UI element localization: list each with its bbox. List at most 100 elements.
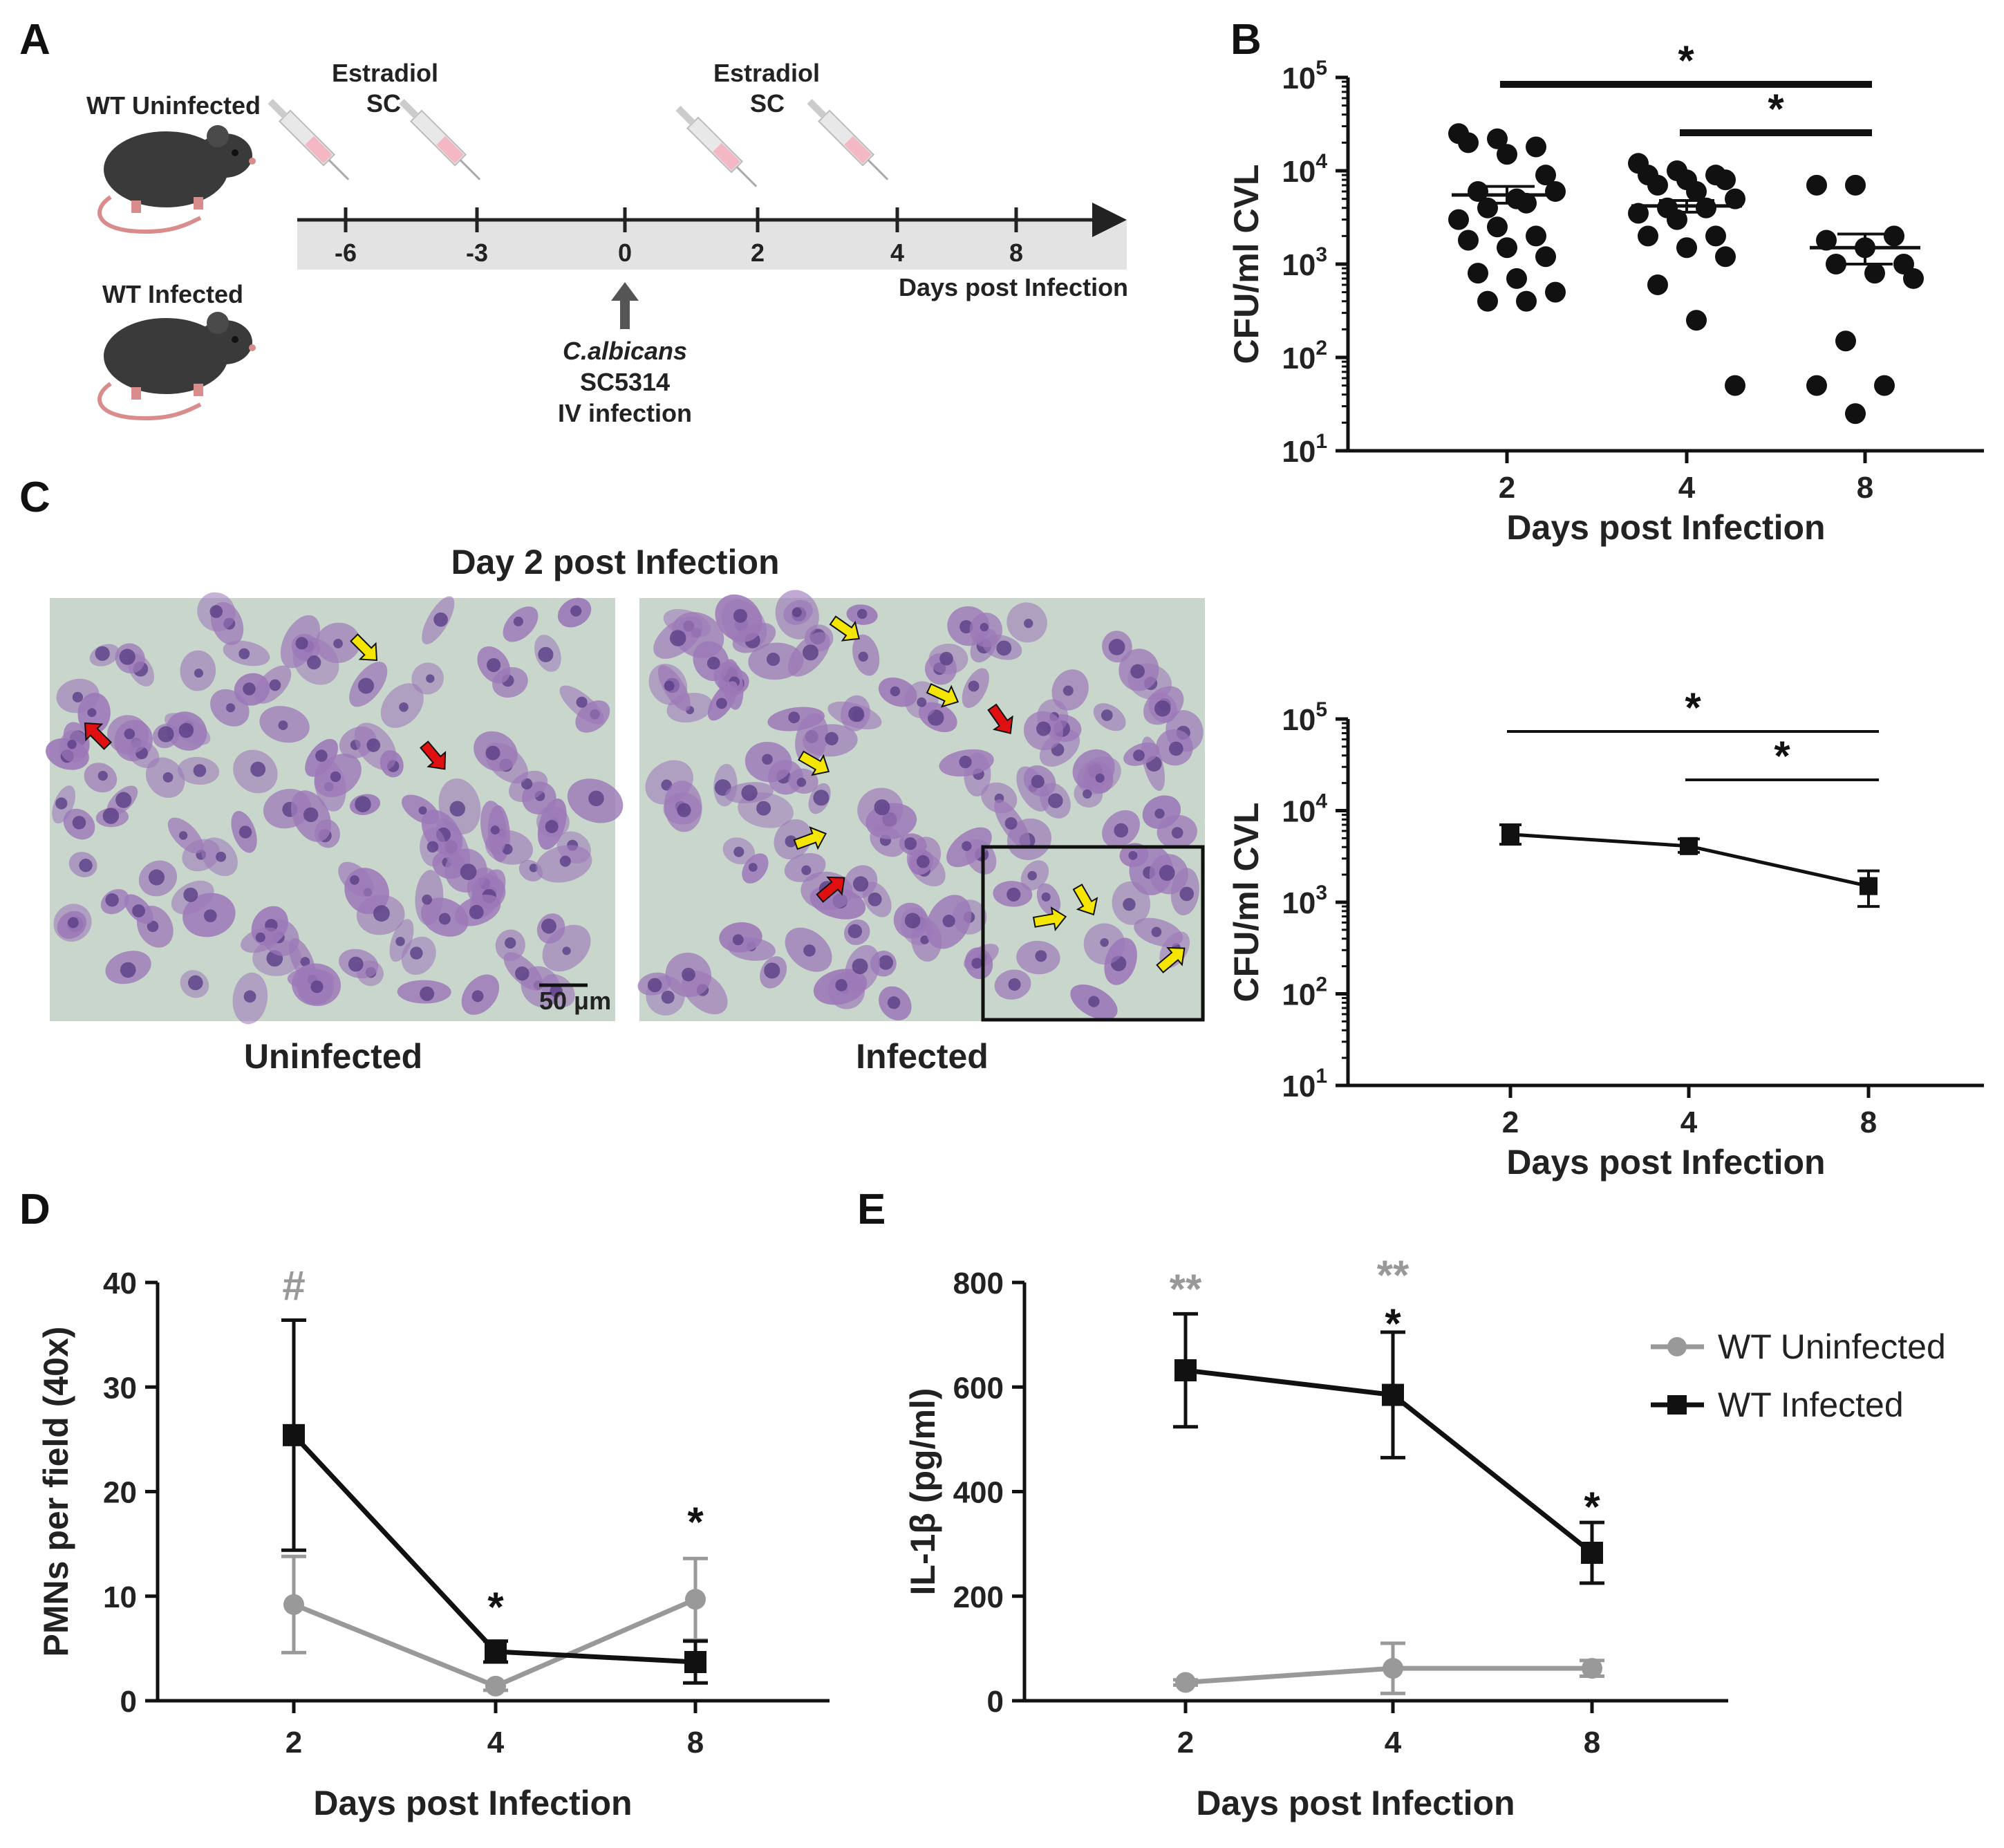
- y-tick-label: 600: [953, 1371, 1004, 1405]
- timeline-tick-label: -6: [335, 239, 357, 267]
- cell-nucleus: [1008, 978, 1021, 991]
- yellow-arrow-icon-shape: [350, 633, 378, 662]
- cell-nucleus: [1114, 823, 1129, 838]
- timeline-tick-label: 4: [890, 239, 904, 267]
- data-marker: [1582, 1658, 1602, 1679]
- scatter-point: [1874, 375, 1895, 396]
- cell-nucleus: [874, 799, 890, 816]
- cell-nucleus: [315, 749, 328, 762]
- scatter-point: [1638, 225, 1658, 247]
- yellow-arrow-icon-shape: [798, 750, 830, 776]
- x-tick-label: 8: [1857, 471, 1873, 505]
- scatter-point: [1864, 263, 1885, 284]
- cell-nucleus: [852, 876, 869, 892]
- y-axis-title: CFU/ml CVL: [1227, 165, 1266, 364]
- cell-nucleus: [187, 975, 203, 991]
- cell-nucleus: [306, 655, 321, 670]
- red-arrow-icon: [987, 703, 1013, 734]
- cell-nucleus: [132, 904, 145, 917]
- red-arrow-icon-shape: [84, 722, 112, 750]
- x-tick-label: 4: [487, 1726, 505, 1760]
- cell-nucleus: [661, 990, 675, 1004]
- cell-nucleus: [1031, 774, 1045, 788]
- timeline-tick-label: 2: [751, 239, 765, 267]
- y-tick-exponent: 1: [1315, 1065, 1327, 1088]
- cell-nucleus: [178, 722, 194, 738]
- cell-nucleus: [903, 837, 917, 850]
- cell-nucleus: [835, 979, 848, 991]
- cell-nucleus: [887, 996, 901, 1009]
- scatter-point: [1535, 246, 1556, 268]
- cell-nucleus: [469, 904, 484, 920]
- y-tick-exponent: 2: [1315, 337, 1327, 360]
- cell-nucleus: [733, 608, 747, 623]
- cell-nucleus: [330, 771, 341, 783]
- scatter-point: [1715, 246, 1736, 268]
- cell-nucleus: [682, 967, 695, 982]
- cell-nucleus: [785, 835, 797, 848]
- data-marker: [1860, 877, 1877, 895]
- cell-nucleus: [426, 674, 435, 683]
- cell-nucleus: [366, 738, 381, 752]
- scatter-point: [1545, 180, 1566, 202]
- cell-nucleus: [1041, 892, 1051, 902]
- significance-label: **: [1377, 1252, 1410, 1298]
- significance-label: *: [1678, 37, 1694, 84]
- scatter-point: [1725, 375, 1745, 396]
- scatter-point: [1806, 375, 1827, 396]
- significance-label: *: [687, 1499, 704, 1545]
- y-tick-label: 0: [987, 1685, 1004, 1719]
- cell-nucleus: [570, 605, 582, 617]
- cell-nucleus: [803, 944, 816, 957]
- cell-nucleus: [310, 980, 324, 993]
- cell-nucleus: [250, 761, 266, 777]
- cell-nucleus: [1006, 887, 1021, 902]
- cell-nucleus: [796, 777, 807, 787]
- x-tick-label: 4: [1678, 471, 1696, 505]
- yellow-arrow-icon-shape: [1032, 906, 1067, 932]
- y-tick-exponent: 1: [1315, 430, 1327, 453]
- yellow-arrow-icon: [793, 826, 827, 850]
- y-tick-exponent: 4: [1315, 150, 1327, 173]
- y-tick-label: 105: [1282, 698, 1327, 737]
- scatter-point: [1647, 274, 1668, 295]
- cell-nucleus: [460, 864, 477, 880]
- cell-nucleus: [664, 680, 675, 691]
- y-tick-exponent: 5: [1315, 57, 1327, 80]
- cell-nucleus: [515, 966, 530, 981]
- cell-nucleus: [647, 978, 662, 993]
- cell-nucleus: [529, 864, 539, 872]
- timeline-ticks: -6 -3 0 2 4 8: [335, 207, 1023, 267]
- cell-nucleus: [255, 932, 265, 942]
- micrograph-title: Day 2 post Infection: [451, 543, 779, 581]
- cell-nucleus: [792, 607, 802, 617]
- cell-nucleus: [203, 909, 217, 922]
- y-tick-label: 20: [103, 1476, 137, 1510]
- yellow-arrow-icon-shape: [1072, 884, 1098, 916]
- cell-nucleus: [485, 745, 500, 760]
- scatter-point: [1725, 188, 1745, 209]
- cell-nucleus: [1048, 793, 1063, 808]
- scatter-point: [1526, 225, 1546, 247]
- significance-label: *: [487, 1584, 504, 1630]
- scatter-point: [1516, 290, 1537, 312]
- cell-nucleus: [420, 986, 435, 1001]
- y-tick-label: 104: [1282, 150, 1327, 189]
- mouse-icon-infected: [97, 312, 256, 421]
- cell-nucleus: [1179, 886, 1195, 902]
- yellow-arrow-icon: [926, 683, 959, 708]
- scatter-point: [1628, 203, 1649, 224]
- cell-nucleus: [588, 790, 604, 807]
- cell-nucleus: [980, 623, 989, 632]
- x-tick-label: 2: [285, 1726, 302, 1760]
- scatter-point: [1497, 144, 1517, 165]
- y-tick-label: 200: [953, 1580, 1004, 1614]
- infection-label-species: C.albicans: [563, 337, 687, 365]
- cell-nucleus: [715, 698, 727, 709]
- scatter-point: [1903, 268, 1924, 289]
- cell-nucleus: [278, 720, 288, 731]
- x-tick-label: 2: [1502, 1105, 1519, 1139]
- cell-nucleus: [67, 917, 79, 928]
- y-tick-label: 800: [953, 1267, 1004, 1300]
- scatter-point: [1705, 225, 1726, 247]
